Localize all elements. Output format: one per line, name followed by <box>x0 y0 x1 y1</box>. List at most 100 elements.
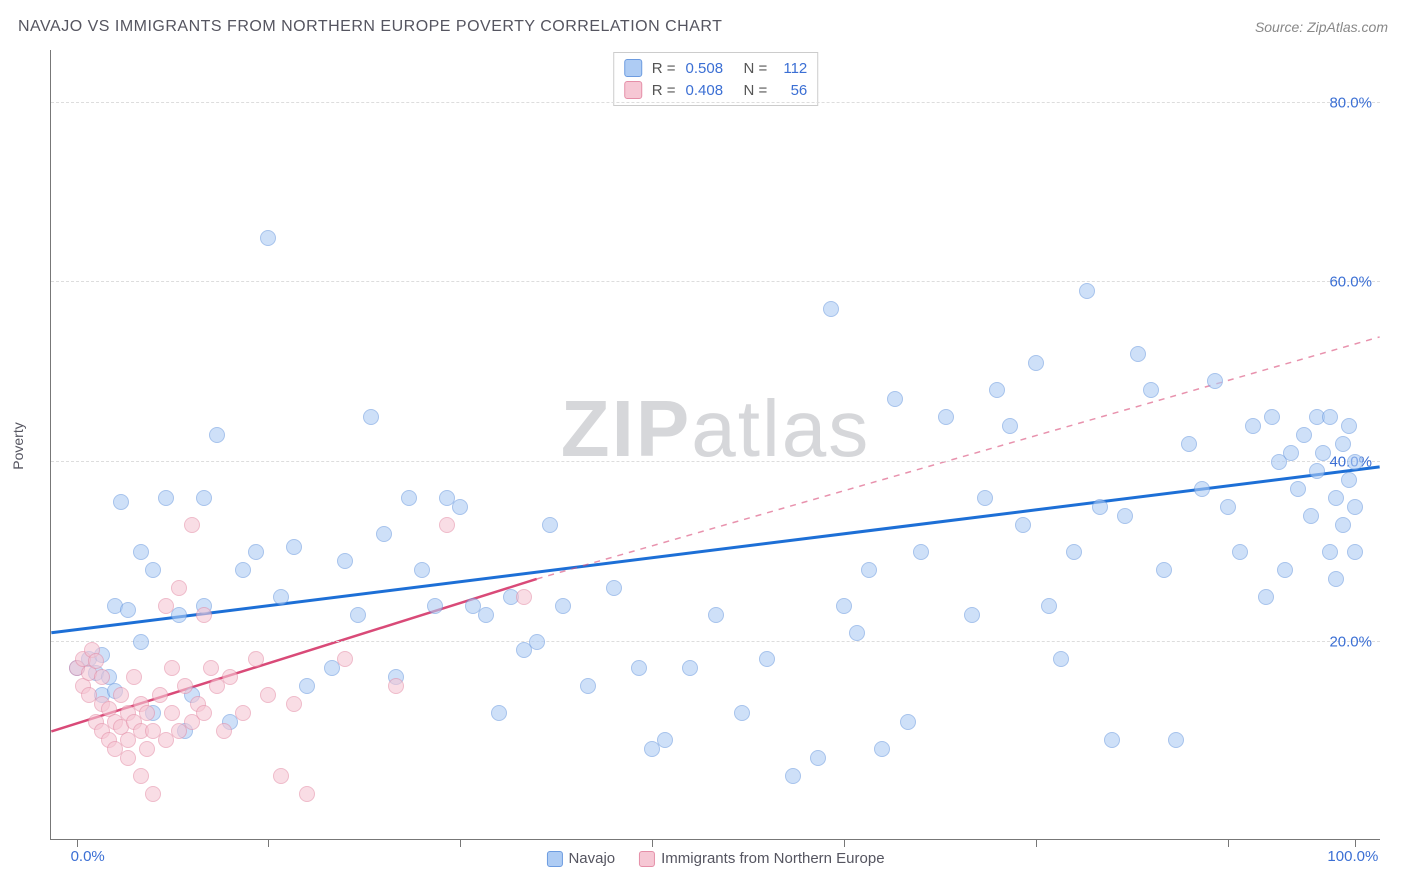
scatter-point <box>177 678 193 694</box>
scatter-point <box>1335 517 1351 533</box>
stats-legend-row: R = 0.508 N = 112 <box>624 57 808 79</box>
scatter-point <box>133 544 149 560</box>
scatter-point <box>631 660 647 676</box>
scatter-point <box>989 382 1005 398</box>
scatter-point <box>286 696 302 712</box>
legend-label: Immigrants from Northern Europe <box>661 850 884 867</box>
scatter-point <box>120 750 136 766</box>
scatter-point <box>1028 355 1044 371</box>
r-label: R = <box>652 82 676 99</box>
scatter-point <box>708 607 724 623</box>
scatter-point <box>113 687 129 703</box>
scatter-chart: ZIPatlas R = 0.508 N = 112 R = 0.408 N =… <box>50 50 1380 840</box>
scatter-point <box>222 669 238 685</box>
scatter-point <box>133 768 149 784</box>
scatter-point <box>849 625 865 641</box>
scatter-point <box>414 562 430 578</box>
scatter-point <box>1156 562 1172 578</box>
scatter-point <box>785 768 801 784</box>
scatter-point <box>113 494 129 510</box>
scatter-point <box>158 490 174 506</box>
scatter-point <box>1335 436 1351 452</box>
scatter-point <box>299 786 315 802</box>
scatter-point <box>337 553 353 569</box>
scatter-point <box>1290 481 1306 497</box>
scatter-point <box>260 687 276 703</box>
scatter-point <box>542 517 558 533</box>
y-axis-label: Poverty <box>10 422 26 469</box>
scatter-point <box>363 409 379 425</box>
r-value: 0.408 <box>686 82 734 99</box>
y-tick-label: 80.0% <box>1329 94 1372 111</box>
scatter-point <box>1328 571 1344 587</box>
legend-item: Navajo <box>546 850 615 867</box>
scatter-point <box>452 499 468 515</box>
chart-title: NAVAJO VS IMMIGRANTS FROM NORTHERN EUROP… <box>18 18 722 36</box>
scatter-point <box>427 598 443 614</box>
scatter-point <box>1002 418 1018 434</box>
scatter-point <box>203 660 219 676</box>
scatter-point <box>734 705 750 721</box>
scatter-point <box>529 634 545 650</box>
scatter-point <box>861 562 877 578</box>
scatter-point <box>286 539 302 555</box>
scatter-point <box>1041 598 1057 614</box>
scatter-point <box>1181 436 1197 452</box>
scatter-point <box>900 714 916 730</box>
scatter-point <box>152 687 168 703</box>
y-tick-label: 60.0% <box>1329 274 1372 291</box>
x-tick <box>844 839 845 847</box>
scatter-point <box>1207 373 1223 389</box>
grid-line <box>51 281 1380 282</box>
scatter-point <box>273 768 289 784</box>
scatter-point <box>248 651 264 667</box>
scatter-point <box>401 490 417 506</box>
scatter-point <box>887 391 903 407</box>
scatter-point <box>350 607 366 623</box>
scatter-point <box>126 669 142 685</box>
n-label: N = <box>744 60 768 77</box>
scatter-point <box>1143 382 1159 398</box>
scatter-point <box>1245 418 1261 434</box>
scatter-point <box>171 580 187 596</box>
scatter-point <box>1296 427 1312 443</box>
scatter-point <box>478 607 494 623</box>
scatter-point <box>1079 283 1095 299</box>
x-tick <box>460 839 461 847</box>
scatter-point <box>1194 481 1210 497</box>
scatter-point <box>938 409 954 425</box>
scatter-point <box>1315 445 1331 461</box>
scatter-point <box>196 490 212 506</box>
scatter-point <box>1277 562 1293 578</box>
scatter-point <box>1104 732 1120 748</box>
scatter-point <box>1347 544 1363 560</box>
scatter-point <box>235 562 251 578</box>
x-tick <box>1228 839 1229 847</box>
y-tick-label: 20.0% <box>1329 633 1372 650</box>
scatter-point <box>1341 472 1357 488</box>
scatter-point <box>388 678 404 694</box>
scatter-point <box>164 705 180 721</box>
scatter-point <box>874 741 890 757</box>
scatter-point <box>88 653 104 669</box>
scatter-point <box>1322 409 1338 425</box>
scatter-point <box>977 490 993 506</box>
r-label: R = <box>652 60 676 77</box>
scatter-point <box>1130 346 1146 362</box>
x-tick-label: 0.0% <box>71 848 105 865</box>
n-value: 56 <box>777 82 807 99</box>
scatter-point <box>139 741 155 757</box>
scatter-point <box>682 660 698 676</box>
scatter-point <box>1066 544 1082 560</box>
legend-swatch <box>639 851 655 867</box>
legend-swatch <box>546 851 562 867</box>
scatter-point <box>1232 544 1248 560</box>
scatter-point <box>516 589 532 605</box>
scatter-point <box>1309 463 1325 479</box>
x-tick <box>652 839 653 847</box>
scatter-point <box>184 517 200 533</box>
x-tick <box>1355 839 1356 847</box>
scatter-point <box>145 786 161 802</box>
source-attribution: Source: ZipAtlas.com <box>1255 19 1388 35</box>
scatter-point <box>913 544 929 560</box>
